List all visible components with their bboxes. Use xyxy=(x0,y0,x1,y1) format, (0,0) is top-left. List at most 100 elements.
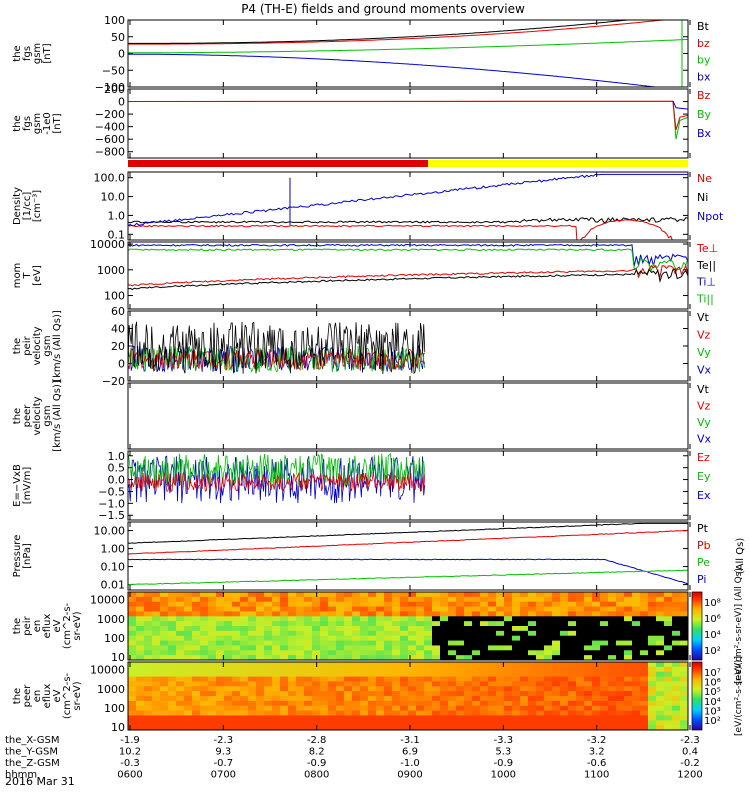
heatmap-cell xyxy=(416,700,425,707)
heatmap-cell xyxy=(552,710,561,716)
heatmap-cell xyxy=(152,715,161,721)
heatmap-cell xyxy=(576,662,585,668)
heatmap-cell xyxy=(304,635,313,642)
heatmap-cell xyxy=(576,596,585,603)
heatmap-cell xyxy=(512,666,521,673)
heatmap-cell xyxy=(136,666,145,673)
heatmap-cell xyxy=(168,626,177,632)
heatmap-cell xyxy=(296,592,305,598)
heatmap-cell xyxy=(272,601,281,608)
heatmap-cell xyxy=(648,662,657,668)
ylabel-line: [1/cc] xyxy=(22,192,33,221)
heatmap-cell xyxy=(536,626,545,632)
heatmap-cell xyxy=(136,626,145,632)
xaxis-value: 6.9 xyxy=(402,747,418,758)
heatmap-cell xyxy=(216,621,225,627)
heatmap-cell xyxy=(656,681,665,687)
heatmap-cell xyxy=(272,606,281,612)
heatmap-cell xyxy=(280,616,289,622)
heatmap-cell xyxy=(520,686,529,692)
heatmap-cell xyxy=(648,671,657,678)
heatmap-cell xyxy=(200,666,209,673)
heatmap-cell xyxy=(616,671,625,678)
heatmap-cell xyxy=(344,681,353,687)
heatmap-cell xyxy=(184,676,193,682)
heatmap-cell xyxy=(400,611,409,617)
heatmap-cell xyxy=(584,640,593,646)
heatmap-cell xyxy=(320,596,329,603)
heatmap-cell xyxy=(208,601,217,608)
heatmap-cell xyxy=(592,705,601,712)
heatmap-cell xyxy=(456,676,465,682)
ylabel-line: -1e0 xyxy=(42,112,53,135)
heatmap-cell xyxy=(232,666,241,673)
heatmap-cell xyxy=(472,611,481,617)
heatmap-cell xyxy=(136,725,145,730)
heatmap-cell xyxy=(232,626,241,632)
heatmap-cell xyxy=(560,696,569,702)
heatmap-cell xyxy=(424,601,433,608)
heatmap-cell xyxy=(344,720,353,726)
heatmap-cell xyxy=(200,630,209,637)
heatmap-cell xyxy=(376,715,385,721)
heatmap-cell xyxy=(584,691,593,697)
heatmap-cell xyxy=(288,630,297,637)
ytick-label: −200 xyxy=(95,108,125,121)
heatmap-cell xyxy=(200,662,209,668)
heatmap-cell xyxy=(304,601,313,608)
heatmap-cell xyxy=(272,725,281,730)
heatmap-cell xyxy=(472,601,481,608)
heatmap-cell xyxy=(600,705,609,712)
heatmap-cell xyxy=(280,715,289,721)
heatmap-cell xyxy=(648,640,657,646)
heatmap-cell xyxy=(336,671,345,678)
heatmap-cell xyxy=(432,686,441,692)
heatmap-cell xyxy=(360,630,369,637)
heatmap-cell xyxy=(360,710,369,716)
heatmap-cell xyxy=(216,611,225,617)
heatmap-cell xyxy=(424,686,433,692)
heatmap-cell xyxy=(312,635,321,642)
heatmap-cell xyxy=(192,696,201,702)
heatmap-cell xyxy=(672,645,681,651)
heatmap-cell xyxy=(152,596,161,603)
heatmap-cell xyxy=(304,626,313,632)
heatmap-cell xyxy=(656,710,665,716)
heatmap-cell xyxy=(240,691,249,697)
heatmap-cell xyxy=(592,671,601,678)
heatmap-cell xyxy=(576,626,585,632)
heatmap-cell xyxy=(312,705,321,712)
heatmap-cell xyxy=(216,705,225,712)
heatmap-cell xyxy=(584,715,593,721)
heatmap-cell xyxy=(224,592,233,598)
heatmap-cell xyxy=(208,616,217,622)
xaxis-value: 5.3 xyxy=(495,747,511,758)
xaxis-value: 0900 xyxy=(397,770,422,781)
heatmap-cell xyxy=(192,715,201,721)
heatmap-cell xyxy=(544,666,553,673)
heatmap-cell xyxy=(416,626,425,632)
heatmap-cell xyxy=(480,691,489,697)
heatmap-cell xyxy=(184,655,193,660)
heatmap-cell xyxy=(496,720,505,726)
heatmap-cell xyxy=(624,611,633,617)
heatmap-cell xyxy=(496,606,505,612)
heatmap-cell xyxy=(152,681,161,687)
heatmap-cell xyxy=(584,662,593,668)
heatmap-cell xyxy=(464,611,473,617)
heatmap-cell xyxy=(608,700,617,707)
heatmap-cell xyxy=(256,606,265,612)
heatmap-cell xyxy=(224,691,233,697)
xaxis-row-label: hhmm xyxy=(5,770,37,781)
heatmap-cell xyxy=(664,626,673,632)
heatmap-cell xyxy=(440,725,449,730)
heatmap-cell xyxy=(272,611,281,617)
xaxis-value: 8.2 xyxy=(309,747,325,758)
heatmap-cell xyxy=(208,691,217,697)
heatmap-cell xyxy=(240,666,249,673)
xaxis-value: -0.3 xyxy=(120,758,140,769)
heatmap-cell xyxy=(416,710,425,716)
heatmap-cell xyxy=(640,650,649,656)
heatmap-cell xyxy=(312,681,321,687)
heatmap-cell xyxy=(304,640,313,646)
